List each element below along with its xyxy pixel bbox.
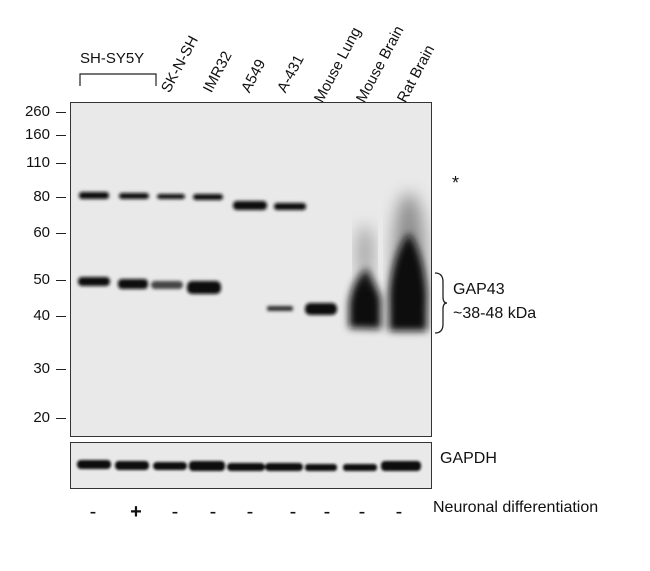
- lane-label-sk-n-sh: SK-N-SH: [157, 33, 202, 96]
- marker-tick-30: [56, 369, 66, 370]
- marker-160: 160: [24, 126, 50, 143]
- differentiation-sign: -: [89, 501, 97, 523]
- differentiation-label: Neuronal differentiation: [433, 499, 599, 516]
- gapdh-blot: [70, 442, 432, 489]
- differentiation-sign: +: [130, 501, 142, 523]
- marker-260: 260: [24, 103, 50, 120]
- differentiation-sign: -: [395, 501, 403, 523]
- gap43-label: GAP43: [453, 281, 505, 298]
- marker-40: 40: [33, 307, 50, 324]
- lane-label-imr32: IMR32: [199, 48, 236, 96]
- marker-110: 110: [26, 154, 50, 171]
- sh-sy5y-bracket: [79, 73, 157, 86]
- marker-tick-160: [56, 135, 66, 136]
- differentiation-sign: -: [171, 501, 179, 523]
- marker-tick-60: [56, 233, 66, 234]
- gap43-brace: [434, 272, 448, 334]
- gapdh-bands: [77, 460, 421, 471]
- marker-tick-110: [56, 163, 66, 164]
- nonspecific-band-asterisk: *: [452, 173, 460, 193]
- lane-label-a-431: A-431: [273, 52, 308, 96]
- main-blot-bands: [78, 192, 427, 331]
- lane-label-rat-brain: Rat Brain: [393, 42, 439, 106]
- marker-tick-20: [56, 418, 66, 419]
- differentiation-sign: -: [358, 501, 366, 523]
- marker-60: 60: [33, 224, 50, 241]
- main-blot: [70, 102, 432, 437]
- marker-tick-40: [56, 316, 66, 317]
- marker-tick-50: [56, 280, 66, 281]
- marker-tick-260: [56, 112, 66, 113]
- differentiation-sign: -: [246, 501, 254, 523]
- differentiation-sign: -: [289, 501, 297, 523]
- lane-label-a549: A549: [237, 56, 270, 96]
- marker-50: 50: [33, 271, 50, 288]
- marker-tick-80: [56, 197, 66, 198]
- marker-20: 20: [33, 409, 50, 426]
- gap43-size-label: ~38-48 kDa: [453, 305, 537, 322]
- differentiation-sign: -: [323, 501, 331, 523]
- differentiation-sign: -: [209, 501, 217, 523]
- marker-80: 80: [33, 188, 50, 205]
- marker-30: 30: [33, 360, 50, 377]
- gapdh-label: GAPDH: [440, 450, 497, 467]
- lane-label-sh-sy5y: SH-SY5Y: [80, 50, 145, 67]
